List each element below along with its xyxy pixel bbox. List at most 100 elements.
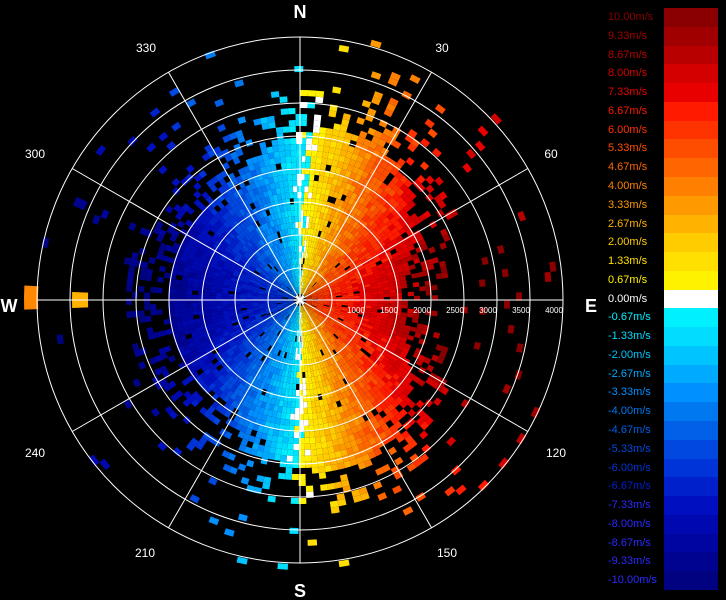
echo-cell <box>389 376 397 385</box>
echo-cell <box>335 293 342 296</box>
legend-swatch <box>664 176 718 197</box>
echo-cell <box>336 212 343 220</box>
echo-cell <box>365 201 373 210</box>
echo-cell <box>259 273 266 279</box>
echo-cell <box>288 302 295 305</box>
echo-cell <box>394 212 403 221</box>
echo-cell <box>338 386 345 394</box>
echo-cell <box>282 319 287 326</box>
echo-cell <box>402 212 410 221</box>
echo-cell <box>274 258 279 265</box>
echo-cell <box>282 301 289 304</box>
echo-cell <box>251 237 258 244</box>
echo-cell <box>391 176 400 185</box>
echo-cell <box>302 222 306 229</box>
echo-cell <box>314 345 318 352</box>
echo-cell <box>371 184 380 193</box>
echo-cell <box>259 309 266 313</box>
echo-cell <box>317 145 324 152</box>
echo-cell <box>348 420 356 429</box>
echo-cell <box>277 256 282 263</box>
legend-swatch <box>664 496 718 516</box>
echo-cell <box>302 289 306 295</box>
echo-cell <box>192 286 199 292</box>
echo-cell <box>323 139 331 147</box>
echo-cell <box>212 256 220 263</box>
echo-cell <box>418 239 427 247</box>
echo-cell <box>276 303 283 306</box>
echo-cell <box>198 287 205 292</box>
echo-cell <box>304 303 310 308</box>
echo-cell <box>322 453 330 461</box>
echo-cell <box>137 361 147 370</box>
echo-cell <box>419 421 430 431</box>
echo-cell <box>240 193 247 202</box>
echo-cell <box>200 254 208 261</box>
echo-cell <box>180 311 188 318</box>
echo-cell <box>231 177 239 186</box>
echo-cell <box>318 322 324 328</box>
echo-cell <box>303 282 307 289</box>
echo-cell <box>282 300 289 302</box>
echo-cell <box>258 293 265 296</box>
echo-cell <box>257 360 263 367</box>
echo-cell <box>544 271 552 282</box>
echo-cell <box>367 450 377 460</box>
echo-cell <box>314 248 319 255</box>
echo-cell <box>374 235 382 242</box>
echo-cell <box>310 333 314 341</box>
echo-cell <box>261 414 268 422</box>
echo-cell <box>399 319 406 326</box>
echo-cell <box>308 307 314 313</box>
echo-cell <box>295 252 298 259</box>
legend-label: 4.00m/s <box>608 179 648 192</box>
echo-cell <box>424 398 434 408</box>
echo-cell <box>306 132 313 139</box>
echo-cell <box>279 344 284 351</box>
echo-cell <box>217 333 225 340</box>
echo-cell <box>265 287 272 291</box>
echo-cell <box>228 285 236 290</box>
echo-cell <box>302 282 305 289</box>
echo-cell <box>264 266 271 272</box>
echo-cell <box>260 283 267 288</box>
echo-cell <box>284 210 289 218</box>
echo-cell <box>295 311 298 318</box>
echo-cell <box>292 258 295 265</box>
echo-cell <box>303 317 307 324</box>
echo-cell <box>335 264 342 270</box>
echo-cell <box>266 337 273 344</box>
echo-cell <box>369 154 378 164</box>
echo-cell <box>318 368 324 376</box>
echo-cell <box>191 298 199 304</box>
echo-cell <box>306 277 310 284</box>
echo-cell <box>185 164 195 174</box>
echo-cell <box>372 268 380 274</box>
echo-cell <box>254 242 261 249</box>
echo-cell <box>341 162 349 171</box>
echo-cell <box>311 296 318 299</box>
echo-cell <box>427 263 435 271</box>
echo-cell <box>256 266 263 272</box>
echo-cell <box>351 348 358 355</box>
echo-cell <box>323 305 330 309</box>
echo-cell <box>309 389 315 396</box>
echo-cell <box>407 308 414 314</box>
echo-cell <box>343 157 351 165</box>
echo-cell <box>186 374 195 383</box>
echo-cell <box>415 417 425 427</box>
echo-cell <box>337 437 345 445</box>
echo-cell <box>347 291 354 295</box>
echo-cell <box>277 323 283 330</box>
echo-cell <box>380 369 388 377</box>
echo-cell <box>353 293 360 297</box>
echo-cell <box>309 431 315 438</box>
echo-cell <box>407 200 416 209</box>
echo-cell <box>268 339 274 346</box>
echo-cell <box>203 247 211 254</box>
legend-label: 8.00m/s <box>608 67 648 80</box>
echo-cell <box>358 265 365 271</box>
echo-cell <box>405 364 414 373</box>
legend-label: -9.33m/s <box>608 555 651 568</box>
echo-cell <box>269 332 275 338</box>
